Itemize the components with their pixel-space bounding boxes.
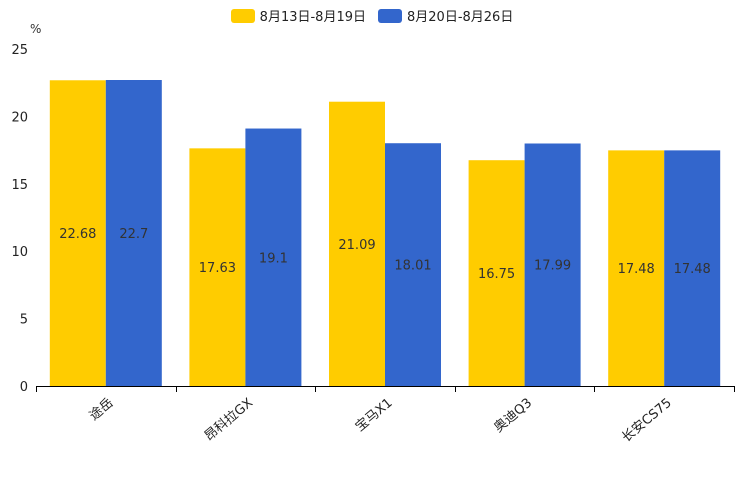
bar[interactable]	[189, 148, 246, 386]
bar[interactable]	[664, 150, 721, 386]
bar[interactable]	[468, 160, 525, 386]
legend-swatch-series-1	[230, 8, 255, 23]
legend: 8月13日-8月19日 8月20日-8月26日	[0, 6, 744, 25]
legend-item-series-2[interactable]: 8月20日-8月26日	[378, 6, 513, 25]
bar-value-label: 18.01	[394, 259, 431, 274]
bar[interactable]	[608, 150, 665, 386]
bar[interactable]	[105, 80, 162, 386]
bar-value-label: 19.1	[259, 251, 288, 266]
bar-value-label: 22.68	[59, 227, 96, 242]
bar[interactable]	[524, 143, 581, 386]
bar-value-label: 17.63	[199, 261, 236, 276]
legend-label-series-1: 8月13日-8月19日	[259, 10, 366, 25]
bar-value-label: 17.48	[618, 262, 655, 277]
legend-swatch-series-2	[378, 8, 402, 23]
y-tick-label: 5	[20, 313, 28, 328]
bar-value-label: 17.48	[674, 262, 711, 277]
y-axis-unit: %	[30, 22, 42, 36]
bar-value-label: 22.7	[119, 227, 148, 242]
bar[interactable]	[245, 128, 302, 387]
bar[interactable]	[49, 80, 106, 387]
bar-value-label: 16.75	[478, 267, 515, 282]
y-tick-label: 25	[11, 43, 28, 58]
bar-value-label: 17.99	[534, 259, 571, 274]
legend-item-series-1[interactable]: 8月13日-8月19日	[230, 6, 366, 25]
x-tick-label: 奥迪Q3	[491, 396, 535, 436]
x-tick-label: 宝马X1	[353, 396, 396, 435]
legend-label-series-2: 8月20日-8月26日	[407, 10, 514, 25]
y-tick-label: 20	[11, 110, 28, 125]
x-tick-label: 昂科拉GX	[202, 396, 256, 445]
x-tick-label: 长安CS75	[619, 396, 675, 446]
bar[interactable]	[329, 101, 385, 387]
bar[interactable]	[385, 143, 441, 386]
y-tick-label: 0	[20, 380, 28, 395]
bar-value-label: 21.09	[338, 238, 375, 253]
y-tick-label: 15	[11, 178, 28, 193]
y-tick-label: 10	[11, 245, 28, 260]
x-tick-label: 途岳	[86, 395, 116, 424]
